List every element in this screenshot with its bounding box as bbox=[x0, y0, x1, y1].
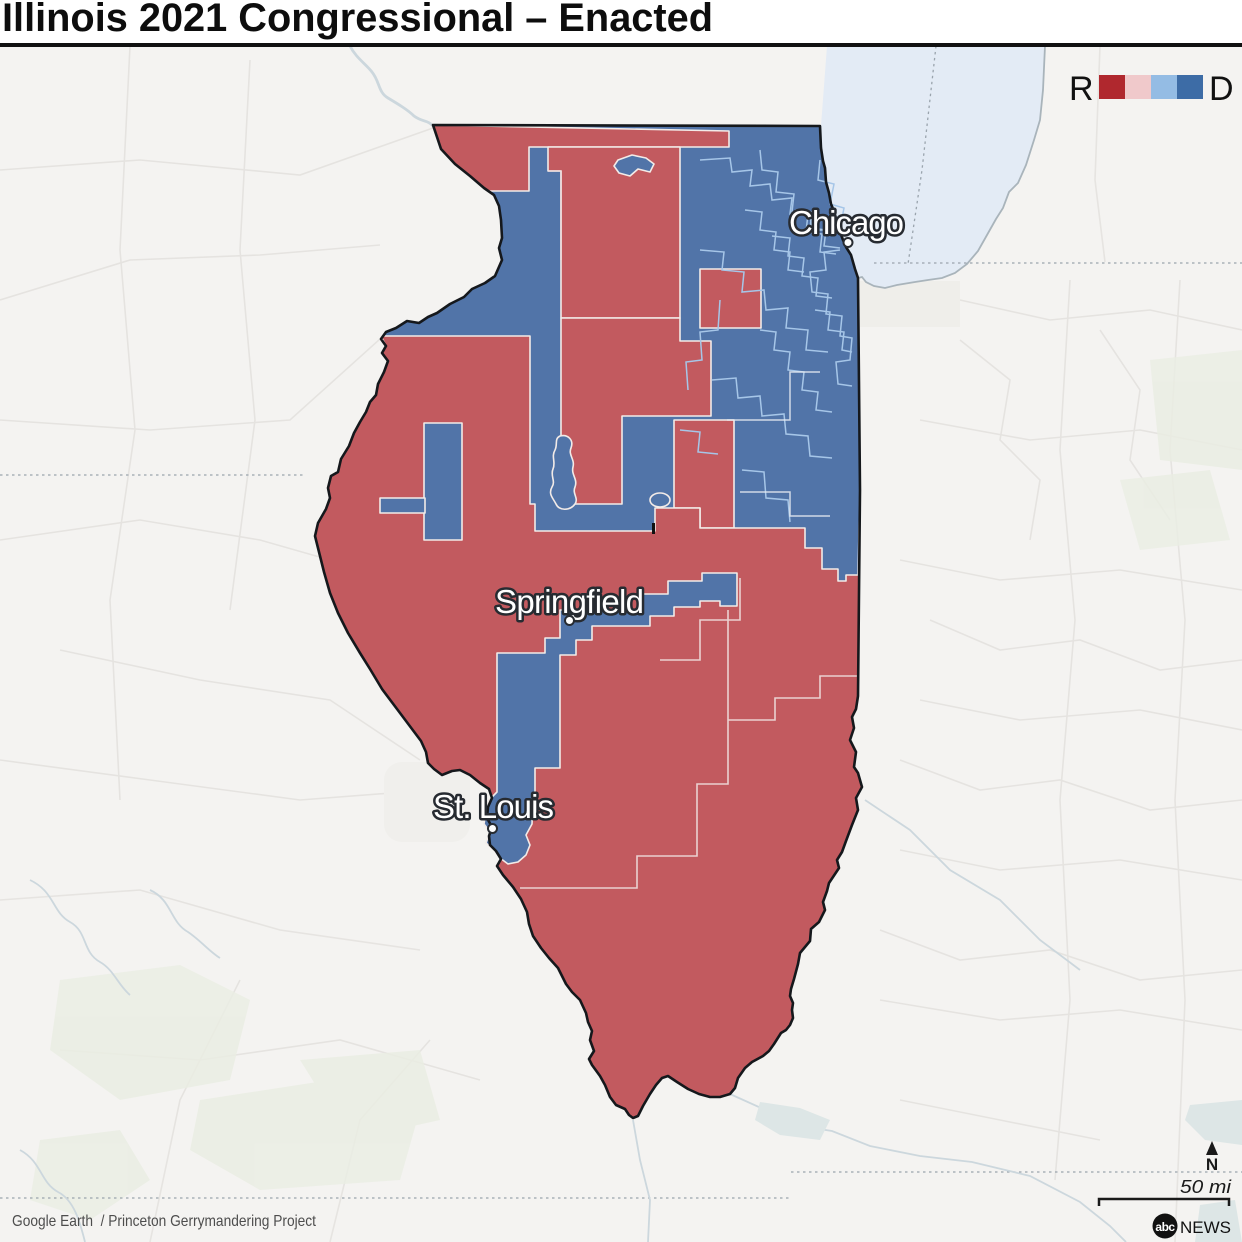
svg-text:D: D bbox=[1209, 70, 1234, 108]
svg-text:Springfield: Springfield bbox=[495, 583, 644, 620]
svg-text:St. Louis: St. Louis bbox=[433, 788, 554, 825]
svg-text:R: R bbox=[1069, 70, 1094, 108]
svg-text:Illinois 2021 Congressional –: Illinois 2021 Congressional – Enacted bbox=[2, 0, 713, 40]
svg-text:Chicago: Chicago bbox=[789, 204, 904, 241]
svg-text:abc: abc bbox=[1155, 1220, 1175, 1234]
svg-text:N: N bbox=[1206, 1155, 1218, 1174]
svg-text:50 mi: 50 mi bbox=[1180, 1177, 1232, 1197]
svg-text:Google Earth / Princeton Gerr: Google Earth / Princeton Gerrymandering … bbox=[12, 1213, 316, 1230]
svg-text:NEWS: NEWS bbox=[1180, 1218, 1231, 1237]
